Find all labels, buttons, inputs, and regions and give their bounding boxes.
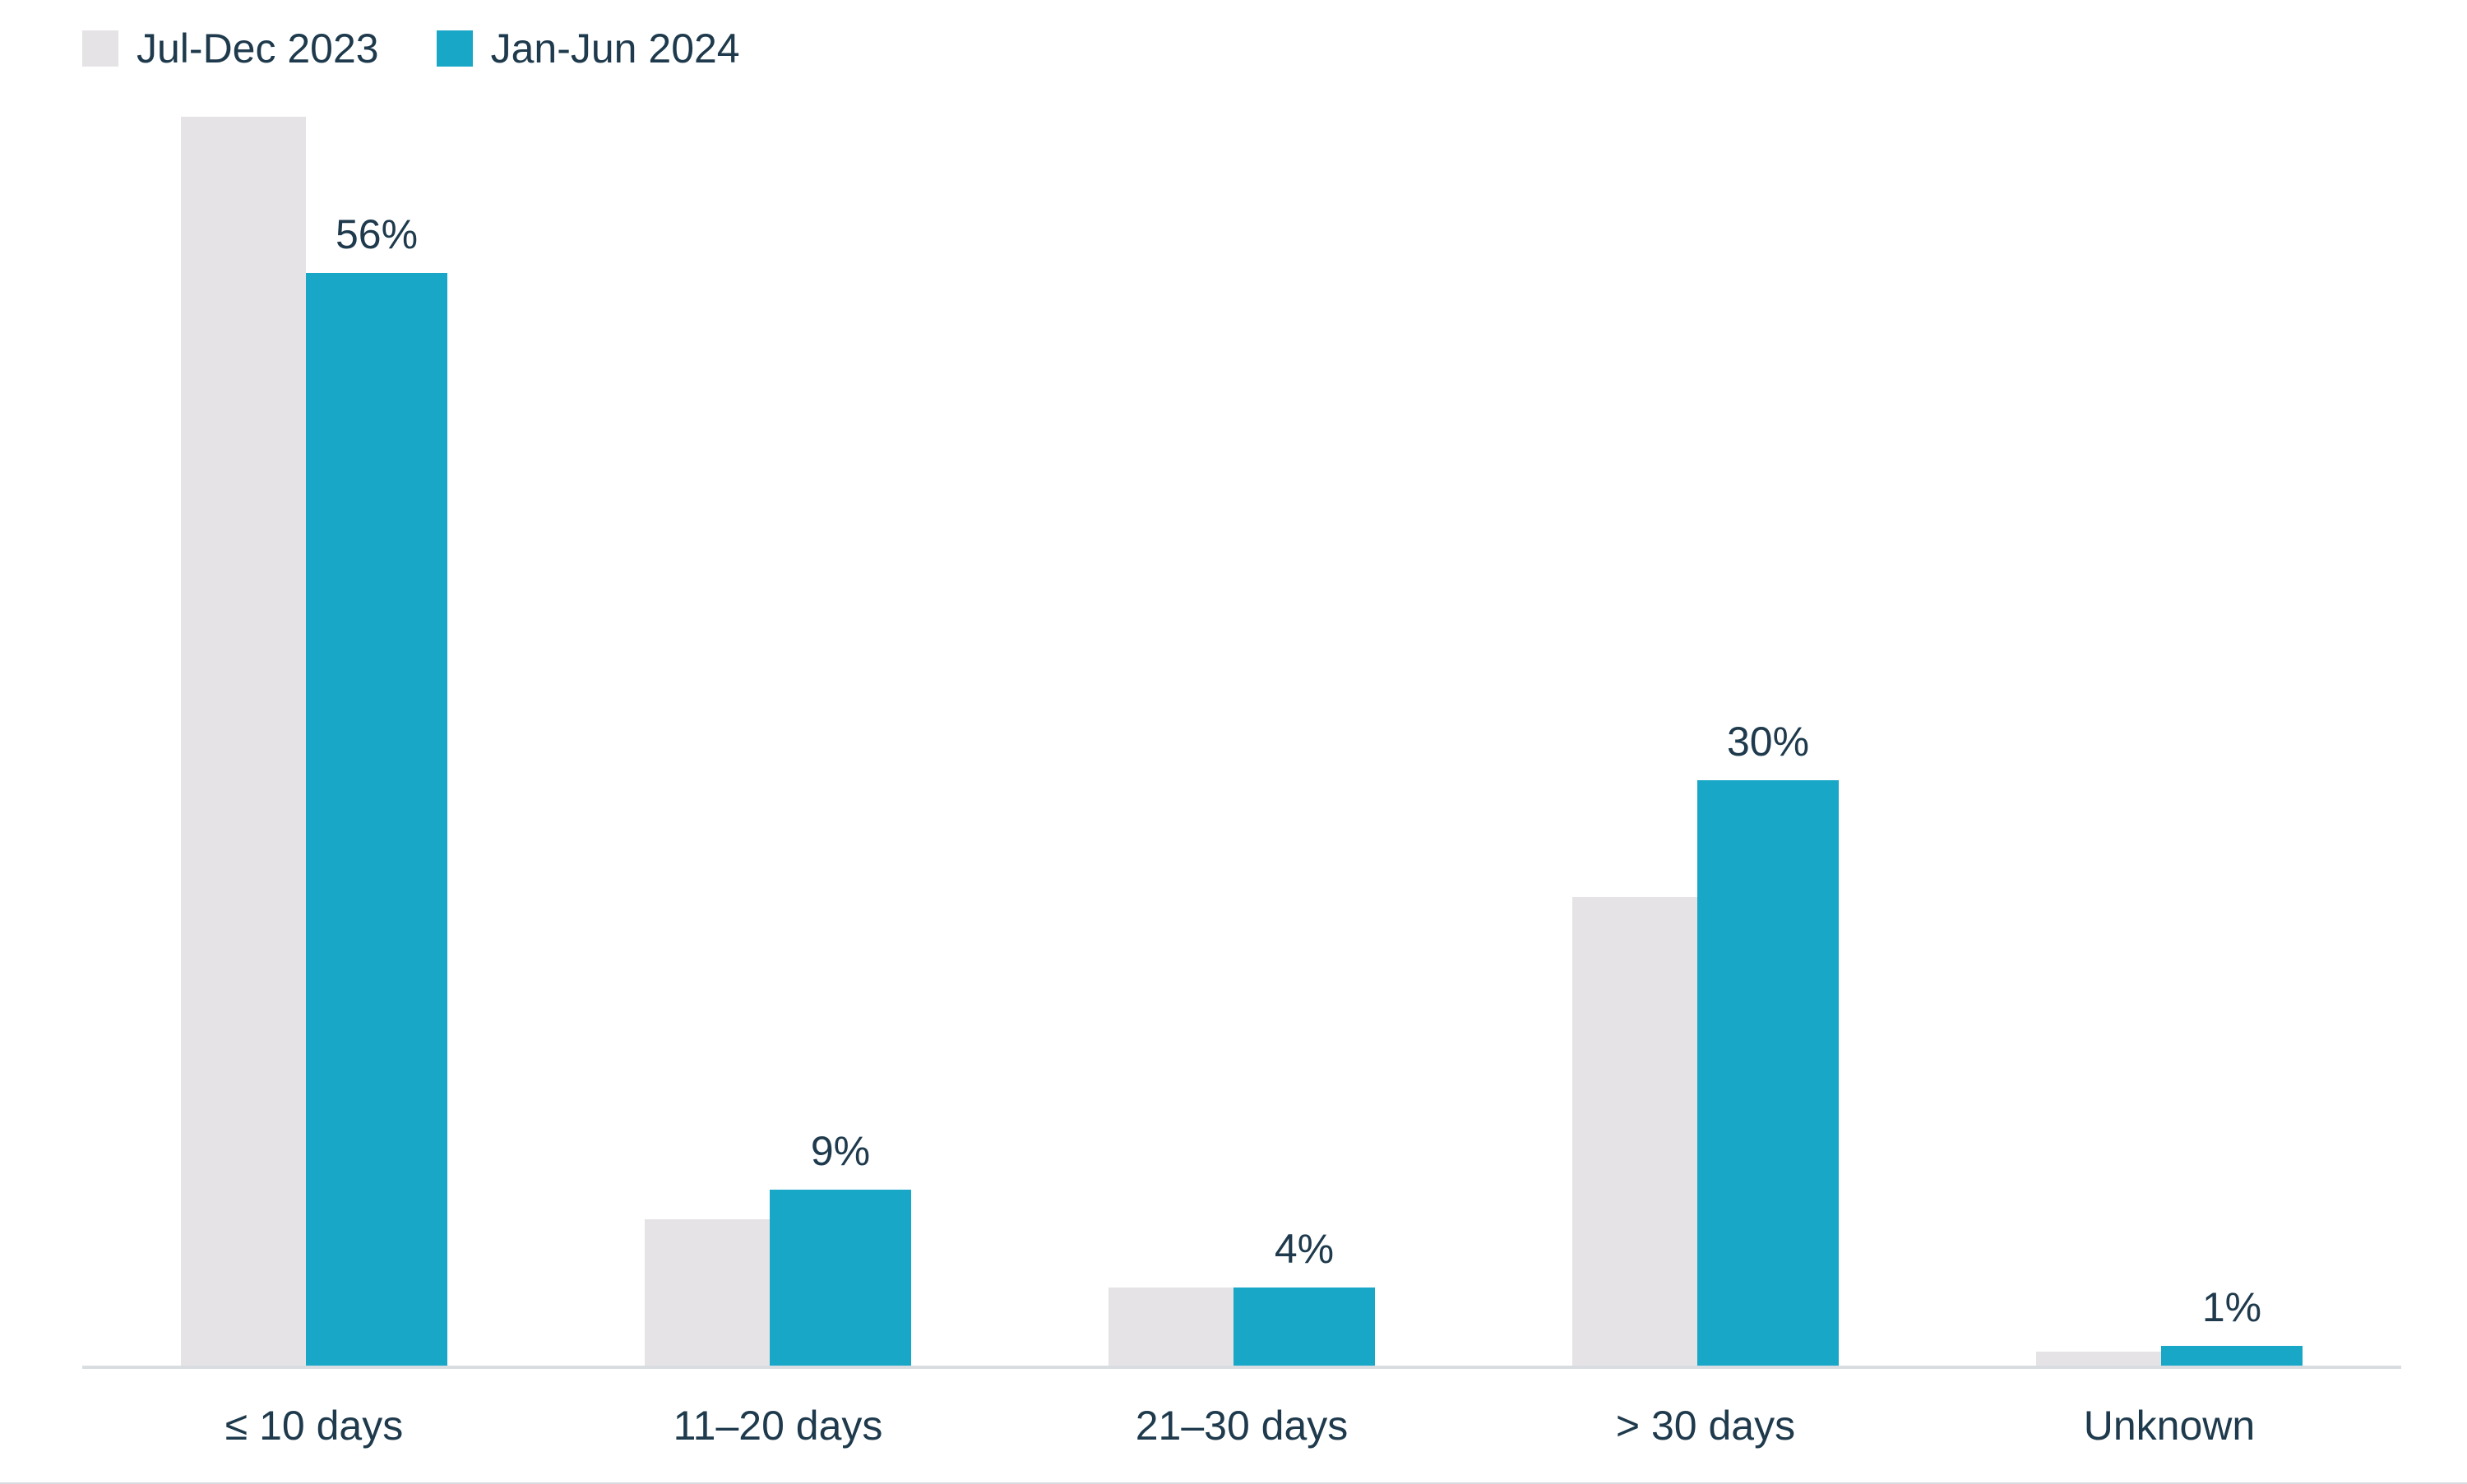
legend: Jul-Dec 2023 Jan-Jun 2024: [82, 25, 2434, 72]
legend-swatch-a: [82, 30, 118, 67]
bar-group: 1%: [1937, 97, 2401, 1366]
bar-series-a: [1572, 897, 1697, 1366]
x-axis-label: 11–20 days: [546, 1402, 1010, 1449]
legend-item-series-a: Jul-Dec 2023: [82, 25, 379, 72]
bar-series-b: 4%: [1234, 1288, 1375, 1366]
x-axis-label: ≤ 10 days: [82, 1402, 546, 1449]
bar-series-a: [645, 1219, 770, 1366]
x-axis: ≤ 10 days11–20 days21–30 days> 30 daysUn…: [82, 1402, 2401, 1449]
bar-value-label: 9%: [811, 1127, 870, 1175]
bar-series-b: 9%: [770, 1190, 911, 1366]
bar-value-label: 1%: [2202, 1283, 2261, 1331]
bar-series-a: [2036, 1352, 2161, 1366]
legend-label-a: Jul-Dec 2023: [137, 25, 379, 72]
x-axis-label: 21–30 days: [1010, 1402, 1474, 1449]
bar-series-b: 30%: [1697, 780, 1839, 1366]
bar-group: 9%: [546, 97, 1010, 1366]
chart-container: Jul-Dec 2023 Jan-Jun 2024 56% 9% 4% 30% 1% ≤…: [0, 0, 2467, 1484]
bar-value-label: 56%: [336, 210, 418, 258]
bar-series-b: 56%: [306, 273, 447, 1366]
x-axis-label: > 30 days: [1474, 1402, 1937, 1449]
plot-area: 56% 9% 4% 30% 1%: [82, 97, 2401, 1369]
legend-label-b: Jan-Jun 2024: [491, 25, 740, 72]
bar-group: 4%: [1010, 97, 1474, 1366]
bar-group: 30%: [1474, 97, 1937, 1366]
legend-item-series-b: Jan-Jun 2024: [437, 25, 740, 72]
bar-value-label: 30%: [1727, 718, 1809, 765]
legend-swatch-b: [437, 30, 473, 67]
bar-series-b: 1%: [2161, 1346, 2303, 1366]
bar-group: 56%: [82, 97, 546, 1366]
bar-series-a: [181, 117, 306, 1366]
bar-series-a: [1109, 1288, 1234, 1366]
x-axis-label: Unknown: [1937, 1402, 2401, 1449]
bar-value-label: 4%: [1275, 1225, 1334, 1273]
